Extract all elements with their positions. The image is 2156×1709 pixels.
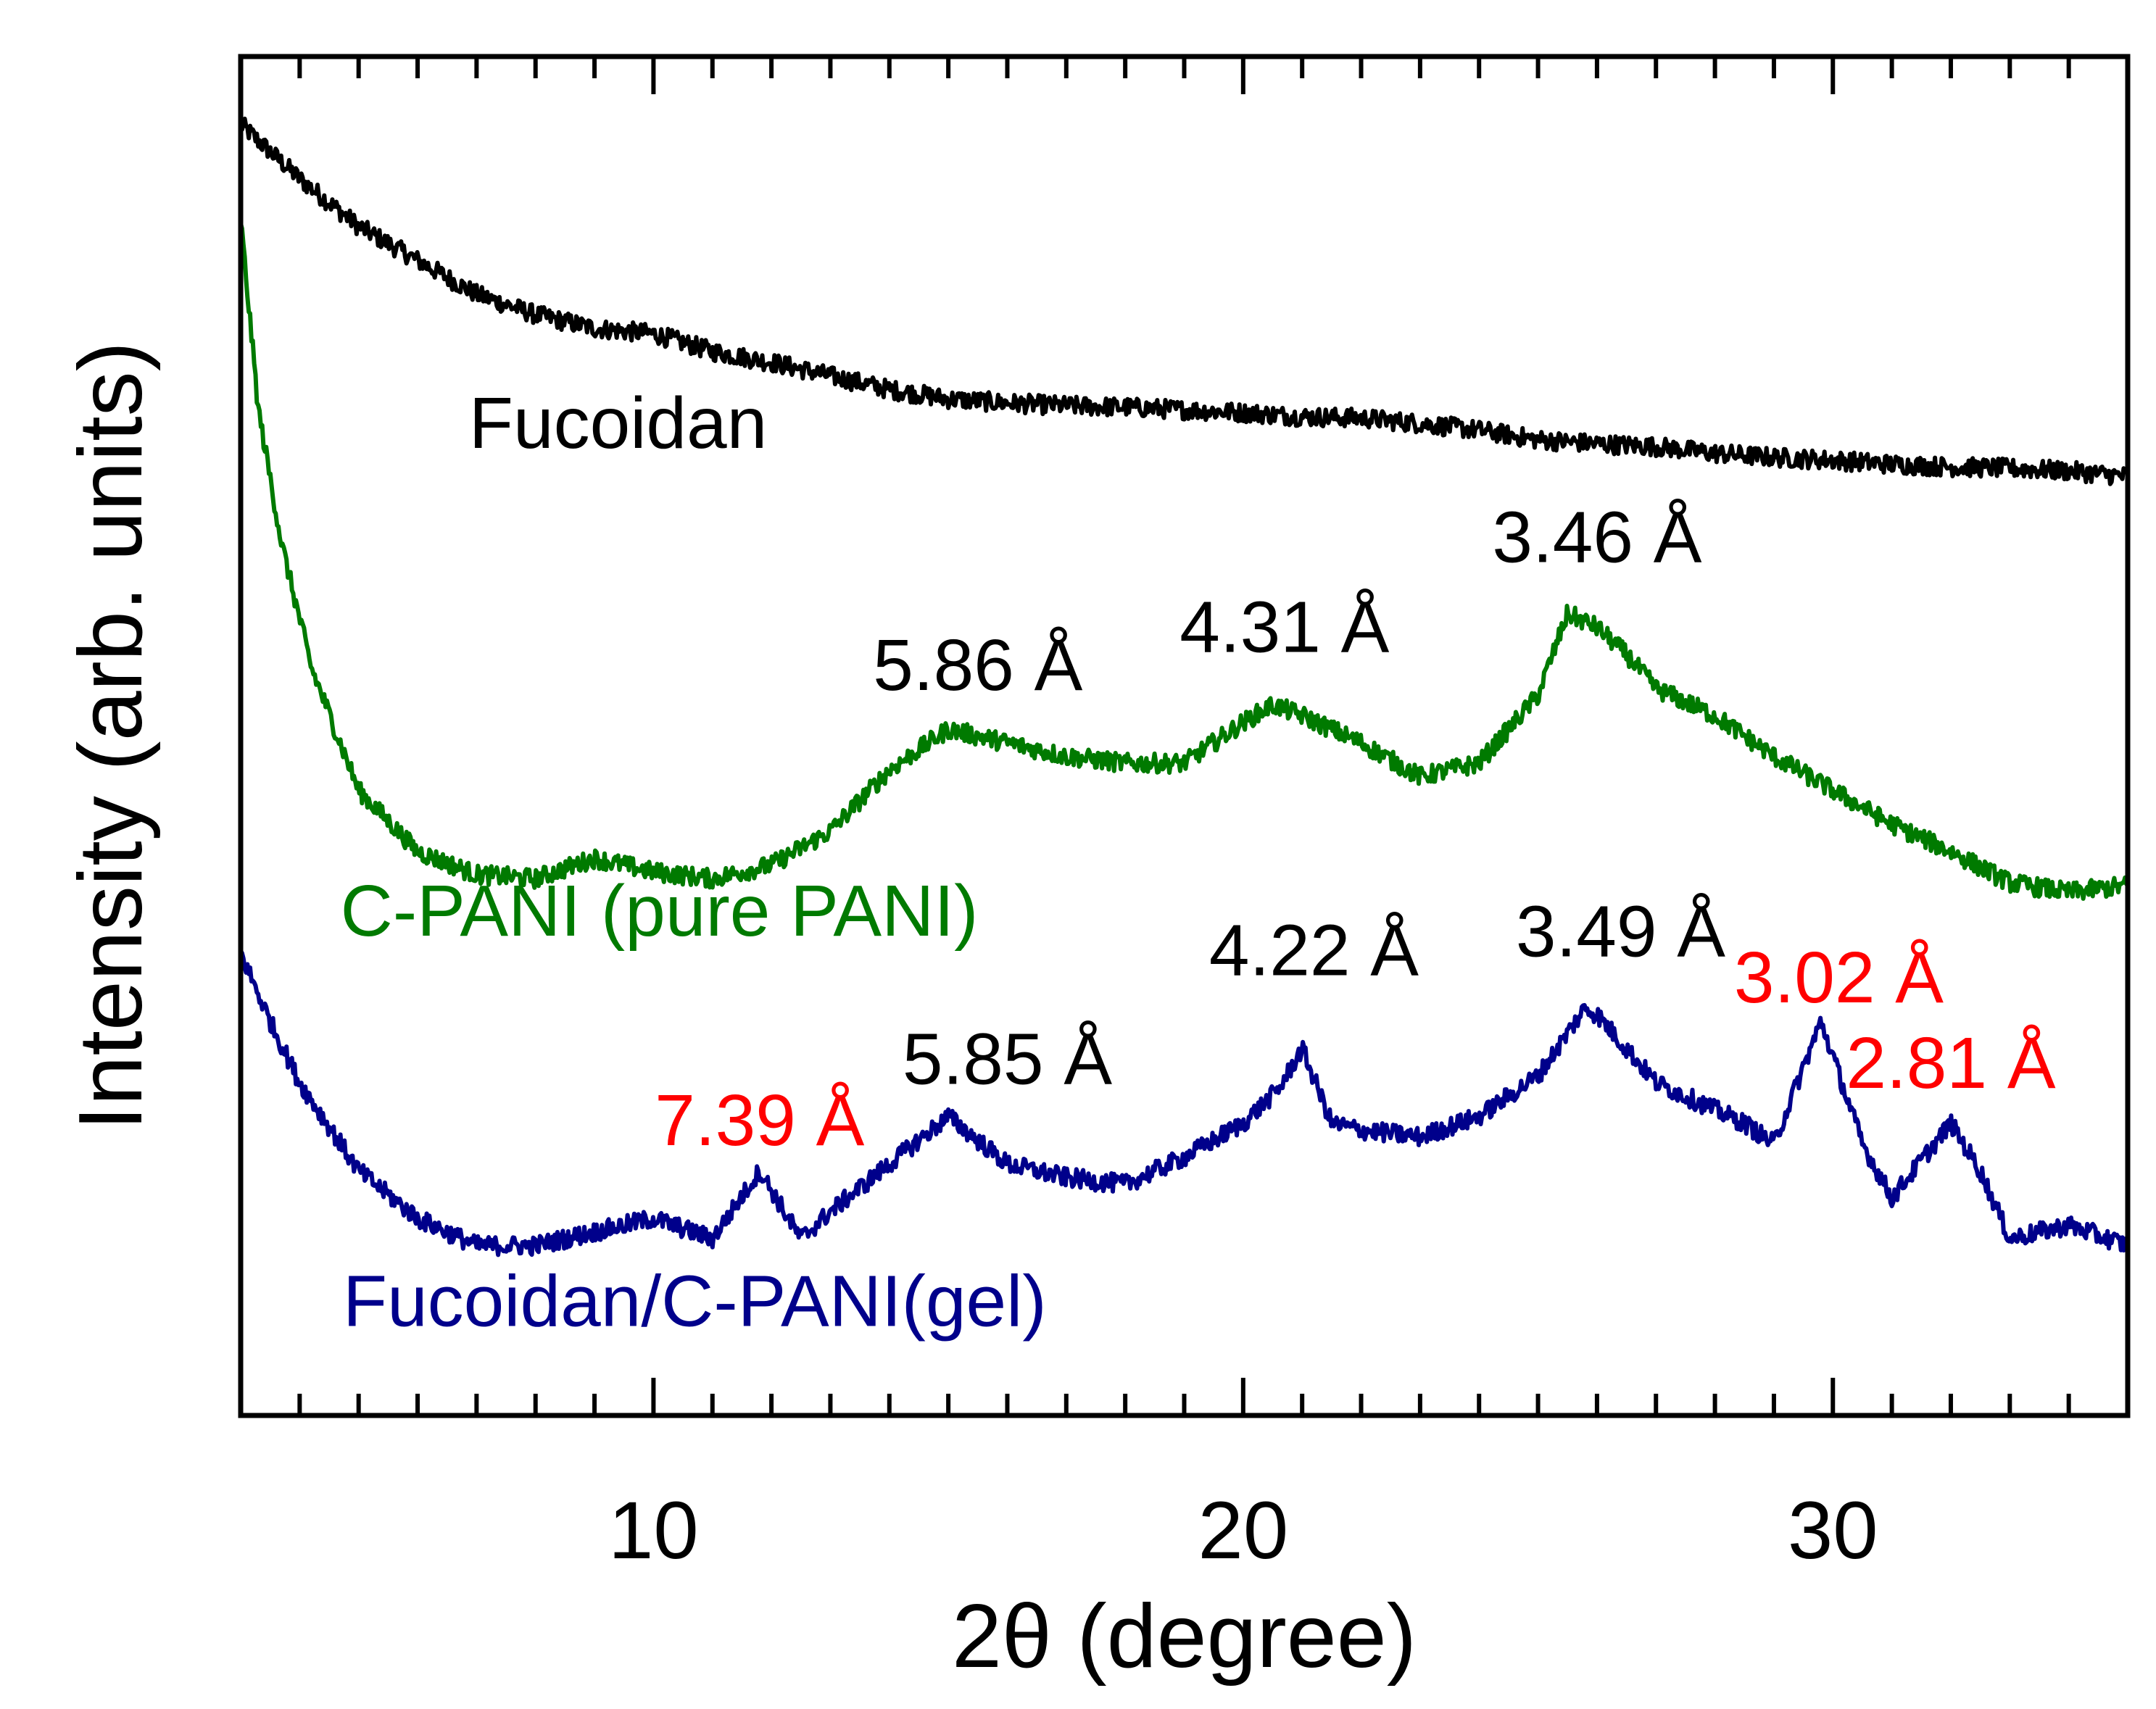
- annotation-label: 5.86 Å: [873, 625, 1082, 706]
- x-tick-label: 10: [608, 1485, 699, 1576]
- annotation-label: Fucoidan: [469, 383, 767, 464]
- annotation-label: 2.81 Å: [1846, 1023, 2055, 1104]
- annotation-label: 5.85 Å: [903, 1019, 1112, 1100]
- series-layer: [239, 116, 2130, 1257]
- annotation-label: 3.46 Å: [1492, 497, 1701, 578]
- series-line-1: [239, 116, 2129, 486]
- x-axis-label: 2θ (degree): [952, 1587, 1417, 1687]
- annotation-label: C-PANI (pure PANI): [341, 870, 979, 952]
- annotation-label: 4.22 Å: [1209, 910, 1419, 991]
- y-axis-label: Intensity (arb. units): [61, 341, 161, 1131]
- x-tick-label: 20: [1198, 1485, 1289, 1576]
- annotation-label: 3.49 Å: [1516, 891, 1725, 972]
- series-line-3: [239, 949, 2130, 1257]
- axis-ticks: [239, 57, 2130, 1415]
- annotations: Fucoidan C-PANI (pure PANI) Fucoidan/C-PAN…: [341, 383, 2056, 1342]
- annotation-label: 3.02 Å: [1734, 937, 1944, 1018]
- plot-frame: [238, 54, 2131, 1418]
- annotation-label: 4.31 Å: [1179, 586, 1389, 668]
- annotation-label: Fucoidan/C-PANI(gel): [343, 1260, 1047, 1342]
- annotation-label: 7.39 Å: [655, 1080, 864, 1161]
- x-tick-label: 30: [1788, 1485, 1878, 1576]
- x-tick-labels: 10 20 30: [608, 1485, 1878, 1576]
- series-line-2: [239, 223, 2130, 901]
